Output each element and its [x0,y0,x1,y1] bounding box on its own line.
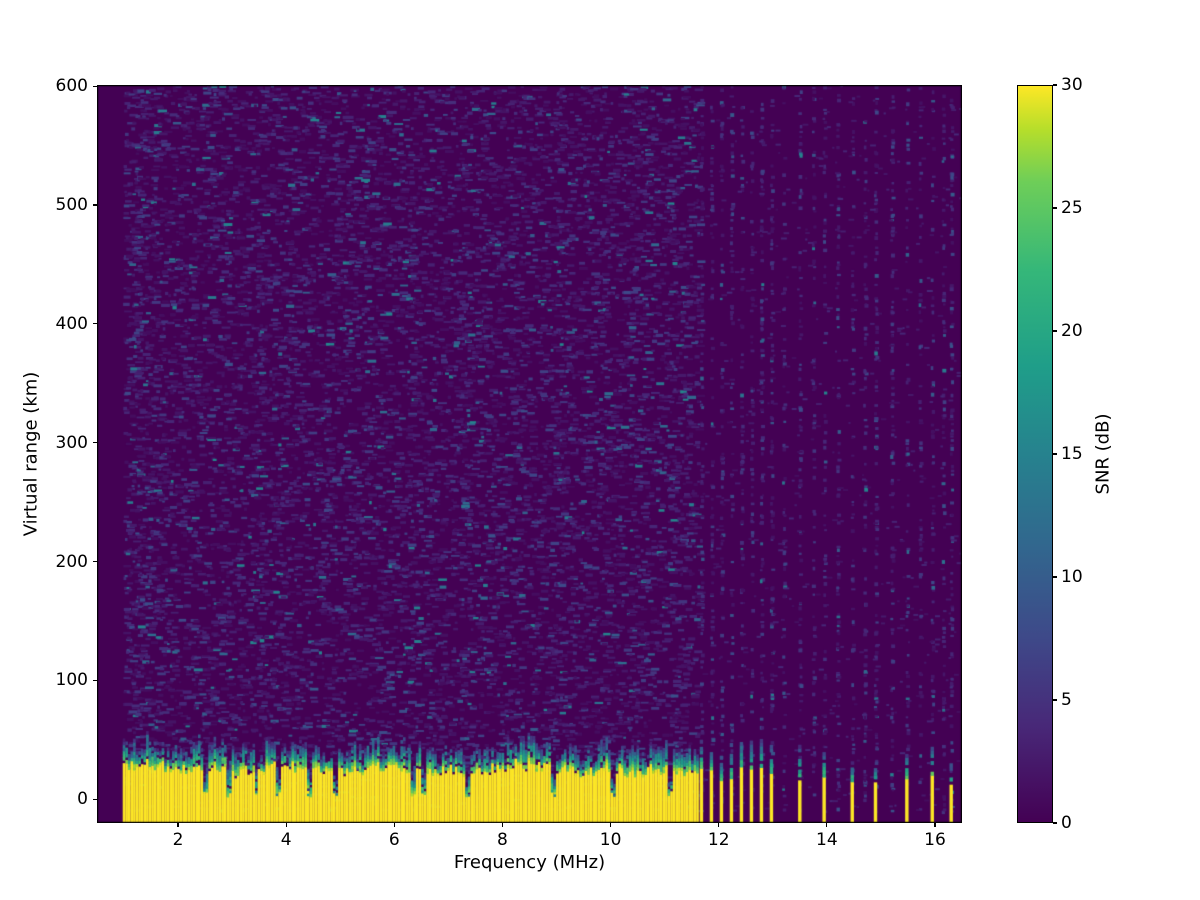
y-tick-mark [93,85,97,87]
y-tick-label: 0 [77,789,88,810]
x-tick-mark [177,823,179,827]
y-tick-label: 300 [55,432,88,453]
y-tick-label: 200 [55,551,88,572]
colorbar-tick-label: 10 [1061,567,1083,587]
x-tick-label: 2 [172,830,184,850]
colorbar-tick-mark [1053,453,1057,455]
colorbar-tick-label: 25 [1061,198,1083,218]
colorbar-tick-label: 5 [1061,690,1072,710]
colorbar-tick-label: 30 [1061,75,1083,95]
colorbar-tick-label: 20 [1061,321,1083,341]
x-tick-mark [934,823,936,827]
x-tick-mark [501,823,504,827]
x-tick-label: 8 [497,830,508,850]
y-tick-mark [93,204,97,206]
colorbar-tick-mark [1053,84,1057,86]
x-tick-label: 6 [388,830,400,850]
x-tick-label: 12 [707,830,730,850]
x-tick-mark [826,823,828,827]
x-tick-label: 14 [816,830,838,850]
colorbar-tick-label: 15 [1061,444,1083,464]
y-tick-mark [93,442,97,444]
y-tick-label: 400 [55,313,88,334]
ionogram-heatmap [97,85,962,823]
x-tick-label: 16 [924,830,946,850]
x-tick-mark [609,823,612,827]
colorbar-tick-mark [1053,330,1057,332]
x-axis-label: Frequency (MHz) [453,852,606,873]
colorbar-tick-mark [1053,576,1057,578]
x-tick-label: 10 [599,830,622,850]
y-tick-mark [93,323,97,325]
x-tick-mark [718,823,720,827]
colorbar-tick-mark [1053,822,1057,824]
colorbar-tick-mark [1053,207,1057,209]
colorbar-label: SNR (dB) [1092,413,1114,495]
y-tick-label: 500 [55,195,88,216]
colorbar-tick-mark [1053,699,1057,701]
x-tick-mark [393,823,395,827]
colorbar-tick-label: 0 [1061,813,1072,833]
y-tick-mark [93,679,97,681]
y-tick-label: 600 [55,76,88,97]
y-tick-mark [93,560,97,563]
y-axis-label: Virtual range (km) [20,371,42,537]
x-tick-mark [285,823,287,827]
y-tick-mark [93,798,97,800]
colorbar [1017,85,1053,823]
y-tick-label: 100 [55,670,88,691]
x-tick-label: 4 [280,830,292,850]
